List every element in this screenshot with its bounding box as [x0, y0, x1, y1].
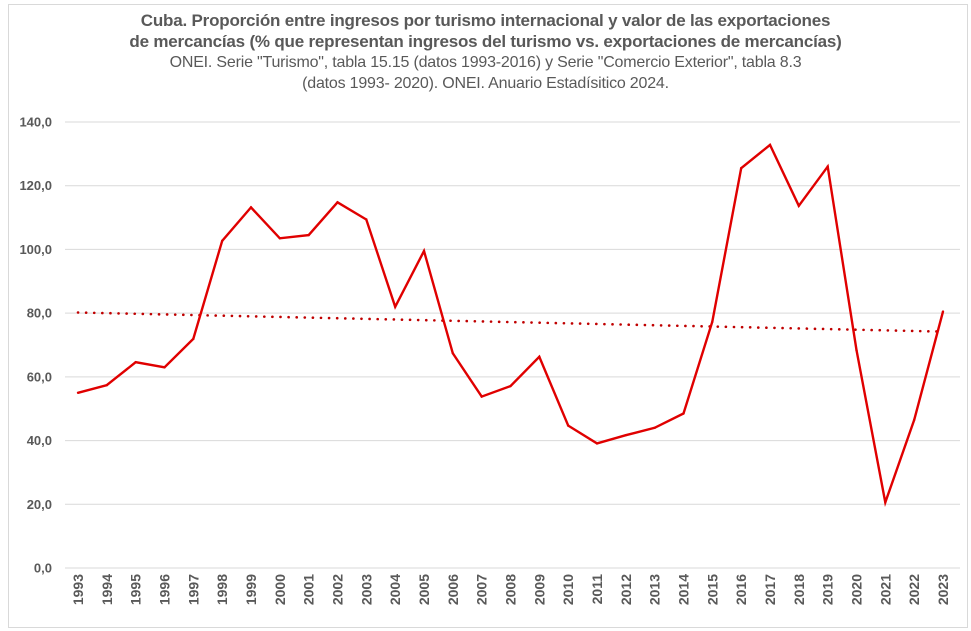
data-point [76, 391, 80, 394]
series-group [76, 143, 945, 508]
data-point [480, 395, 483, 398]
y-tick-label: 0,0 [34, 561, 52, 576]
x-tick-label: 2005 [416, 574, 432, 605]
chart-title-line-1: Cuba. Proporción entre ingresos por turi… [140, 11, 831, 30]
y-tick-label: 80,0 [27, 306, 52, 321]
chart-subtitle-line-1: ONEI. Serie "Turismo", tabla 15.15 (dato… [169, 54, 802, 71]
y-tick-label: 20,0 [27, 497, 52, 512]
chart-title-line-2: de mercancías (% que representan ingreso… [129, 32, 842, 51]
x-tick-label: 2019 [820, 574, 836, 605]
x-tick-label: 2015 [704, 574, 720, 605]
x-tick-label: 2010 [560, 574, 576, 605]
data-point [509, 384, 512, 388]
x-tick-label: 2014 [676, 574, 692, 605]
data-point [595, 442, 599, 445]
data-point [624, 433, 628, 437]
x-tick-label: 1999 [243, 574, 259, 605]
data-point [451, 352, 455, 355]
data-point [797, 204, 801, 207]
x-tick-label: 2017 [762, 574, 778, 605]
data-point [739, 166, 743, 170]
y-tick-label: 60,0 [27, 369, 52, 384]
x-tick-label: 1998 [214, 574, 230, 605]
x-tick-label: 2012 [618, 574, 634, 605]
x-tick-label: 1997 [185, 574, 201, 605]
x-tick-label: 2021 [877, 574, 893, 605]
data-point [278, 237, 282, 240]
data-point [163, 366, 166, 369]
y-tick-label: 140,0 [19, 115, 52, 130]
chart-subtitle-line-2: (datos 1993- 2020). ONEI. Anuario Estadí… [302, 75, 669, 92]
x-tick-label: 2008 [503, 574, 519, 605]
data-point [768, 143, 772, 147]
y-tick-label: 100,0 [19, 242, 52, 257]
chart-frame [8, 4, 968, 628]
x-tick-label: 1994 [99, 574, 115, 605]
trendline [76, 311, 945, 333]
x-tick-label: 2018 [791, 574, 807, 605]
x-tick-label: 2000 [272, 574, 288, 605]
x-tick-label: 2003 [358, 574, 374, 605]
x-tick-label: 2016 [733, 574, 749, 605]
x-tick-label: 1996 [157, 574, 173, 605]
data-point [249, 206, 253, 209]
x-tick-label: 1995 [128, 574, 144, 605]
chart-title-block: Cuba. Proporción entre ingresos por turi… [0, 10, 971, 94]
data-point [566, 424, 570, 427]
data-point [941, 310, 945, 313]
data-point [682, 412, 685, 415]
x-tick-label: 1993 [70, 574, 86, 605]
data-point [336, 201, 339, 204]
data-point [134, 361, 137, 364]
data-point [855, 348, 858, 352]
data-point [826, 165, 829, 168]
data-point [422, 249, 426, 253]
x-tick-label: 2002 [330, 574, 346, 605]
data-point [912, 418, 916, 422]
data-point [192, 337, 195, 341]
data-point [220, 239, 224, 243]
data-point [365, 218, 368, 221]
x-tick-label: 2023 [935, 574, 951, 605]
gridlines [65, 121, 960, 569]
data-point [393, 305, 397, 308]
x-tick-label: 2001 [301, 574, 317, 605]
data-point [884, 501, 887, 504]
x-tick-label: 2011 [589, 574, 605, 605]
data-point [711, 320, 714, 323]
data-point [307, 233, 310, 237]
trendline-group [76, 311, 945, 333]
x-axis: 1993 1994 1995 1996 1997 1998 1999 2000 2001 2002… [70, 574, 951, 605]
x-tick-label: 2004 [387, 574, 403, 605]
y-axis: 0,0 20,0 40,0 60,0 80,0 100,0 120,0 140,0 [19, 115, 52, 576]
data-point [538, 355, 541, 358]
series-line [77, 143, 945, 508]
x-tick-label: 2022 [906, 574, 922, 605]
data-point [105, 383, 109, 387]
x-tick-label: 2013 [647, 574, 663, 605]
data-point [653, 426, 656, 430]
y-tick-label: 40,0 [27, 433, 52, 448]
x-tick-label: 2006 [445, 574, 461, 605]
x-tick-label: 2009 [531, 574, 547, 605]
x-tick-label: 2020 [849, 574, 865, 605]
x-tick-label: 2007 [474, 574, 490, 605]
y-tick-label: 120,0 [19, 178, 52, 193]
